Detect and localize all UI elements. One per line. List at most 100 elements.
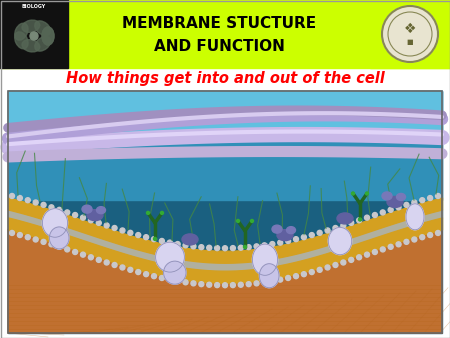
Polygon shape [8,230,442,333]
Circle shape [373,249,378,255]
Circle shape [325,228,330,233]
Circle shape [420,235,425,240]
Ellipse shape [328,227,352,255]
Ellipse shape [252,244,278,275]
Circle shape [128,230,133,235]
Ellipse shape [287,227,296,234]
Circle shape [293,274,298,279]
Circle shape [144,235,149,240]
Circle shape [356,255,362,260]
Circle shape [41,239,46,244]
Ellipse shape [272,225,282,233]
Circle shape [152,237,157,242]
Ellipse shape [164,261,186,284]
Circle shape [57,207,62,212]
Text: ■: ■ [407,39,413,45]
Circle shape [317,267,322,272]
Circle shape [96,258,101,262]
Circle shape [373,213,378,218]
Circle shape [404,239,409,244]
Bar [8,91,442,333]
Circle shape [254,244,259,249]
Circle shape [396,205,401,210]
Ellipse shape [50,227,69,249]
Circle shape [65,247,70,252]
Circle shape [237,219,239,222]
Circle shape [49,242,54,247]
Circle shape [222,283,228,288]
Circle shape [112,263,117,267]
Circle shape [356,218,362,223]
Ellipse shape [30,32,38,40]
Circle shape [238,282,243,287]
Circle shape [18,233,22,238]
Circle shape [254,281,259,286]
Circle shape [183,280,188,285]
Ellipse shape [22,20,40,32]
Ellipse shape [382,192,392,200]
Circle shape [270,242,275,246]
Circle shape [412,200,417,205]
Circle shape [167,277,172,282]
Text: MEMBRANE STUCTURE: MEMBRANE STUCTURE [122,16,316,31]
Circle shape [128,267,133,272]
Circle shape [349,220,354,225]
Text: AND FUNCTION: AND FUNCTION [153,39,284,54]
Circle shape [404,202,409,207]
Circle shape [262,280,267,285]
Circle shape [325,265,330,270]
Circle shape [428,196,432,200]
Ellipse shape [259,264,279,288]
Ellipse shape [42,27,54,45]
Ellipse shape [96,207,105,214]
Ellipse shape [15,32,28,49]
Circle shape [436,193,441,198]
Ellipse shape [156,242,184,272]
Circle shape [262,243,267,248]
Circle shape [153,237,157,240]
Circle shape [246,282,251,287]
Circle shape [161,211,163,214]
Ellipse shape [396,193,405,200]
Bar [8,91,442,139]
Circle shape [33,200,38,205]
Circle shape [65,210,70,215]
Circle shape [72,213,77,218]
Circle shape [251,219,253,222]
Circle shape [436,231,441,236]
Circle shape [152,274,157,279]
Circle shape [428,233,432,238]
Circle shape [238,245,243,250]
Ellipse shape [277,230,293,241]
Circle shape [9,193,14,198]
Circle shape [230,246,235,250]
Circle shape [278,277,283,282]
Circle shape [159,239,164,243]
Circle shape [333,263,338,267]
Ellipse shape [22,40,40,52]
Ellipse shape [15,23,28,40]
Circle shape [317,230,322,235]
Circle shape [112,225,117,231]
Circle shape [167,240,172,245]
Ellipse shape [42,209,68,237]
Circle shape [175,242,180,246]
Circle shape [380,210,385,215]
Circle shape [136,233,141,238]
Ellipse shape [182,234,198,245]
Ellipse shape [387,196,403,208]
Circle shape [88,218,94,223]
Circle shape [25,198,30,203]
Circle shape [9,231,14,236]
Circle shape [144,272,149,277]
Circle shape [136,270,141,274]
Circle shape [41,202,46,207]
Bar [8,91,442,333]
Circle shape [286,239,291,243]
Circle shape [364,215,369,220]
Circle shape [215,283,220,288]
Circle shape [104,223,109,228]
Circle shape [270,279,275,284]
Bar [0,0,68,68]
Ellipse shape [35,37,51,51]
